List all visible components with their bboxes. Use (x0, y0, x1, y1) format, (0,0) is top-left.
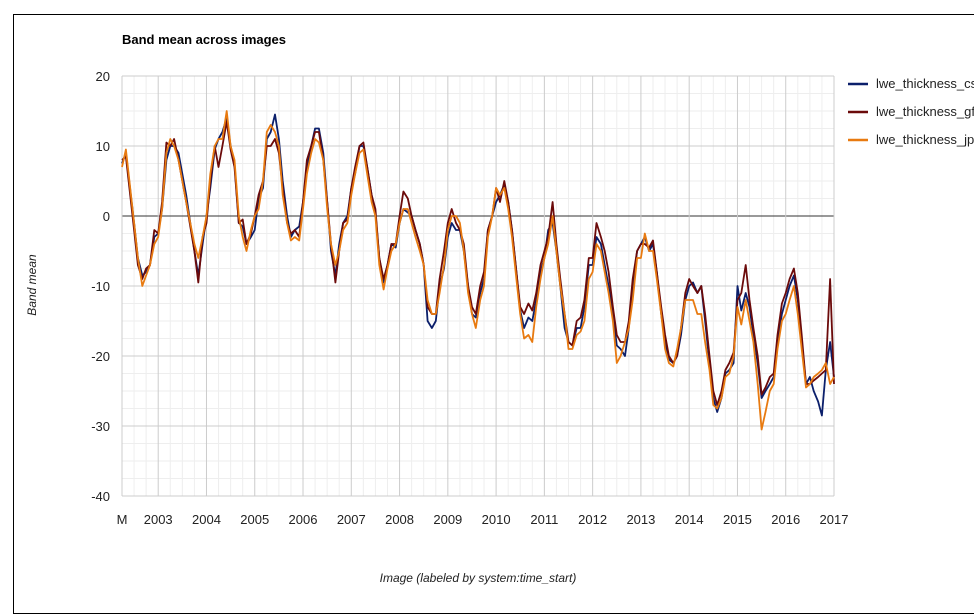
y-tick-label: -10 (91, 279, 110, 294)
y-tick-label: 0 (103, 209, 110, 224)
x-tick-label: 2003 (144, 512, 173, 527)
x-tick-label: 2015 (723, 512, 752, 527)
legend-label: lwe_thickness_cs (876, 76, 974, 91)
series-lines (121, 110, 835, 431)
x-tick-label: 2016 (771, 512, 800, 527)
series-line-lwe_thickness_gfz (121, 120, 835, 406)
x-tick-label: 2017 (820, 512, 849, 527)
y-axis-title: Band mean (25, 254, 39, 316)
x-axis-title: Image (labeled by system:time_start) (380, 571, 577, 585)
x-tick-label: 2008 (385, 512, 414, 527)
x-tick-label: 2012 (578, 512, 607, 527)
line-chart: Band mean across images 20100-10-20-30-4… (25, 32, 974, 585)
series-line-lwe_thickness_jpl (121, 110, 835, 431)
x-tick-label: 2009 (433, 512, 462, 527)
y-tick-label: -40 (91, 489, 110, 504)
y-tick-label: -30 (91, 419, 110, 434)
x-tick-label: 2007 (337, 512, 366, 527)
legend-label: lwe_thickness_gfz (876, 104, 974, 119)
legend-item-lwe_thickness_jpl[interactable]: lwe_thickness_jpl (848, 132, 974, 147)
legend-item-lwe_thickness_cs[interactable]: lwe_thickness_cs (848, 76, 974, 91)
x-axis-ticks: M 2003 2004 2005 2006 2007 2008 2009 2010 2011 201… (117, 512, 849, 527)
legend[interactable]: lwe_thickness_cs lwe_thickness_gfz lwe_thi… (848, 76, 974, 147)
series-line-lwe_thickness_cs (121, 113, 835, 417)
x-tick-label: 2013 (626, 512, 655, 527)
x-tick-label: 2010 (482, 512, 511, 527)
x-tick-label: 2006 (289, 512, 318, 527)
y-tick-label: 10 (96, 139, 110, 154)
x-tick-label: 2005 (240, 512, 269, 527)
x-tick-label: 2004 (192, 512, 221, 527)
legend-item-lwe_thickness_gfz[interactable]: lwe_thickness_gfz (848, 104, 974, 119)
x-tick-label: M (117, 512, 128, 527)
x-tick-label: 2014 (675, 512, 704, 527)
x-tick-label: 2011 (530, 512, 558, 527)
legend-label: lwe_thickness_jpl (876, 132, 974, 147)
y-tick-label: 20 (96, 69, 110, 84)
chart-title: Band mean across images (122, 32, 286, 47)
y-tick-label: -20 (91, 349, 110, 364)
y-axis-ticks: 20 10 0 -10 -20 -30 -40 (91, 69, 110, 504)
